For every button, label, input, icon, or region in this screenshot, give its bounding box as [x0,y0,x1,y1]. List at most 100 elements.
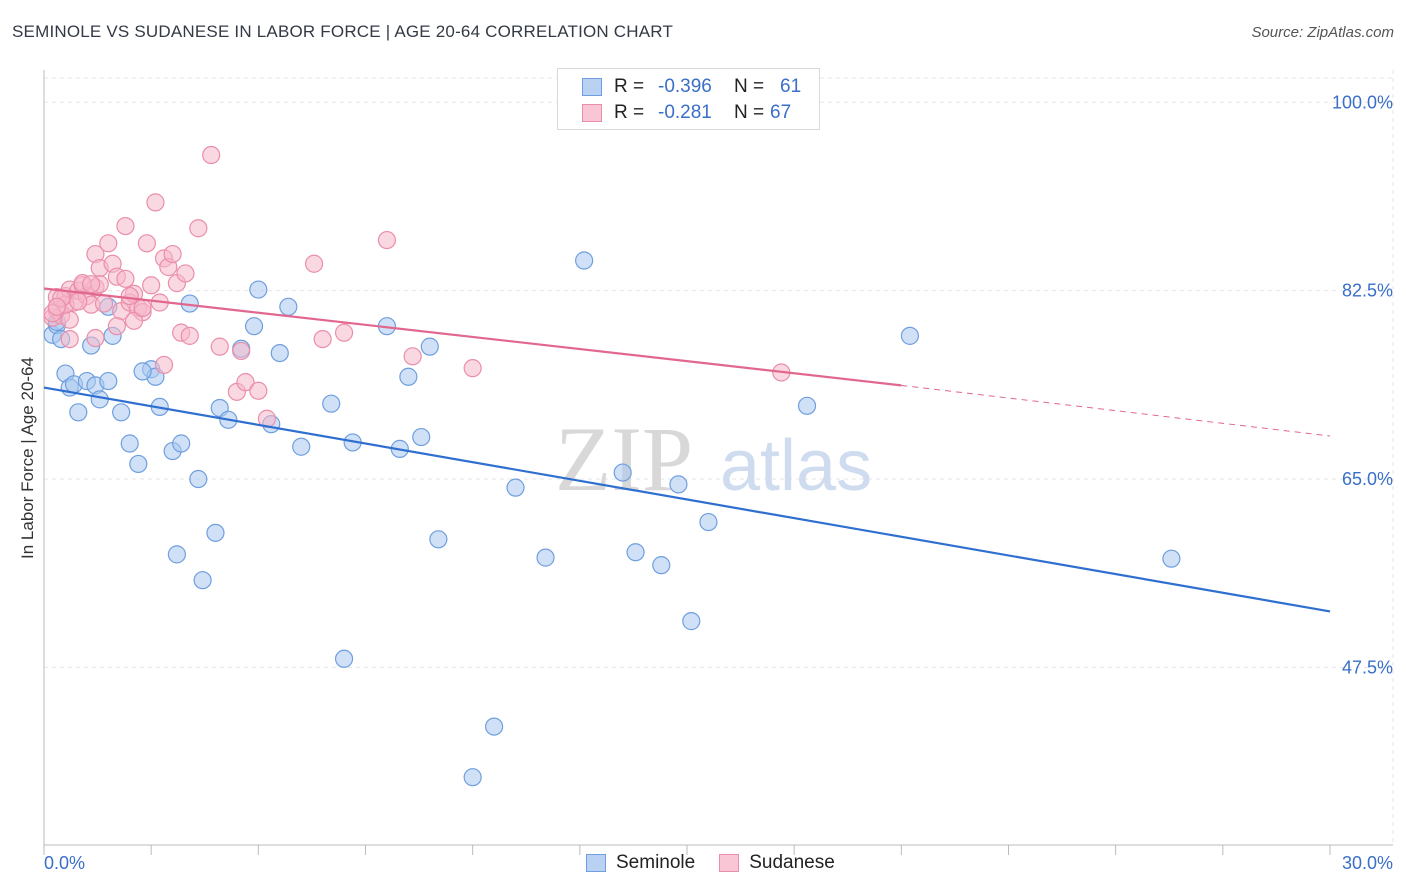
r-value: -0.281 [658,102,712,123]
sudanese-point [146,193,165,212]
sudanese-point [120,286,139,306]
data-points [43,145,1181,787]
sudanese-point [94,294,114,313]
sudanese-point [163,244,182,264]
chart-title: SEMINOLE VS SUDANESE IN LABOR FORCE | AG… [12,22,674,41]
seminole-point [279,297,298,316]
seminole-point [420,337,439,356]
y-tick-label: 47.5% [1342,657,1393,677]
y-tick-label: 100.0% [1332,92,1393,112]
seminole-point [69,403,88,422]
seminole-point [189,469,208,489]
sudanese-point [99,234,118,253]
sudanese-point [60,310,79,329]
seminole-point [669,475,688,494]
seminole-point [99,371,118,391]
sudanese-point [60,329,79,349]
seminole-point [249,280,268,299]
watermark-atlas: atlas [720,426,872,506]
sudanese-point [210,337,229,356]
seminole-point [485,717,504,736]
series-legend: Seminole Sudanese [586,852,859,874]
sudanese-point [313,329,332,349]
legend-row-sudanese: R = -0.281 N = 67 [582,100,791,126]
r-value: -0.396 [658,76,712,97]
sudanese-point [116,216,135,236]
r-label: R = [614,76,645,97]
seminole-point [292,437,311,456]
seminole-point [322,394,341,413]
sudanese-point [116,269,135,288]
correlation-legend: R = -0.396 N = 61 R = -0.281 N = 67 [557,68,820,130]
seminole-point [797,396,817,415]
sudanese-swatch [719,854,740,872]
sudanese-point [154,355,174,375]
watermark: ZIP atlas [555,408,872,510]
seminole-point [133,362,152,381]
sudanese-point [124,311,144,330]
sudanese-point [86,328,105,348]
seminole-point [270,343,289,363]
sudanese-point [142,276,161,295]
x-tick-labels: 0.0% 30.0% [44,853,1393,873]
legend-label: Sudanese [749,852,835,873]
n-label: N = [734,102,765,123]
seminole-point [244,317,264,336]
x-tick-label: 30.0% [1342,853,1393,873]
n-label: N = [734,76,765,97]
n-value: 61 [780,76,802,97]
sudanese-point [47,297,66,316]
y-tick-label: 82.5% [1342,281,1393,301]
seminole-point [172,434,191,453]
seminole-point [129,454,148,474]
sudanese-point [334,323,354,342]
seminole-point [1162,549,1181,568]
seminole-point [699,512,718,532]
sudanese-point [107,317,126,336]
seminole-point [412,427,431,447]
sudanese-point [236,373,255,392]
seminole-point [613,463,632,482]
seminole-point [506,478,525,497]
seminole-point [626,543,645,562]
seminole-point [682,612,701,631]
watermark-zip: ZIP [555,408,693,510]
sudanese-point [304,254,324,273]
grid-lines [44,70,1394,845]
sudanese-point [180,326,199,345]
sudanese-point [69,292,88,311]
sudanese-point [82,275,101,294]
seminole-swatch [582,78,602,96]
sudanese-point [463,359,482,378]
sudanese-point [189,219,208,238]
x-tick-label: 0.0% [44,853,85,873]
seminole-point [900,326,920,345]
seminole-point [536,548,555,567]
sudanese-point [249,381,268,400]
r-label: R = [614,102,645,123]
trend-lines [43,287,1331,613]
seminole-point [112,403,131,422]
y-tick-label: 65.0% [1342,469,1393,489]
seminole-point [463,768,482,787]
seminole-point [334,649,354,668]
legend-label: Seminole [616,852,696,873]
axes [43,70,1393,855]
sudanese-point [377,230,397,250]
seminole-point [120,434,139,453]
sudanese-trend-line [901,384,1331,437]
n-value: 67 [770,102,792,123]
y-tick-labels: 100.0% 82.5% 65.0% 47.5% [1332,92,1393,677]
y-axis-label: In Labor Force | Age 20-64 [18,357,37,559]
sudanese-point [133,298,152,317]
seminole-point [652,556,671,575]
seminole-point [167,545,186,564]
legend-item-sudanese: Sudanese [719,852,835,874]
seminole-point [429,530,448,549]
seminole-point [193,571,212,590]
seminole-point [399,367,418,386]
sudanese-swatch [582,104,602,122]
seminole-point [206,523,225,542]
seminole-swatch [586,854,606,872]
